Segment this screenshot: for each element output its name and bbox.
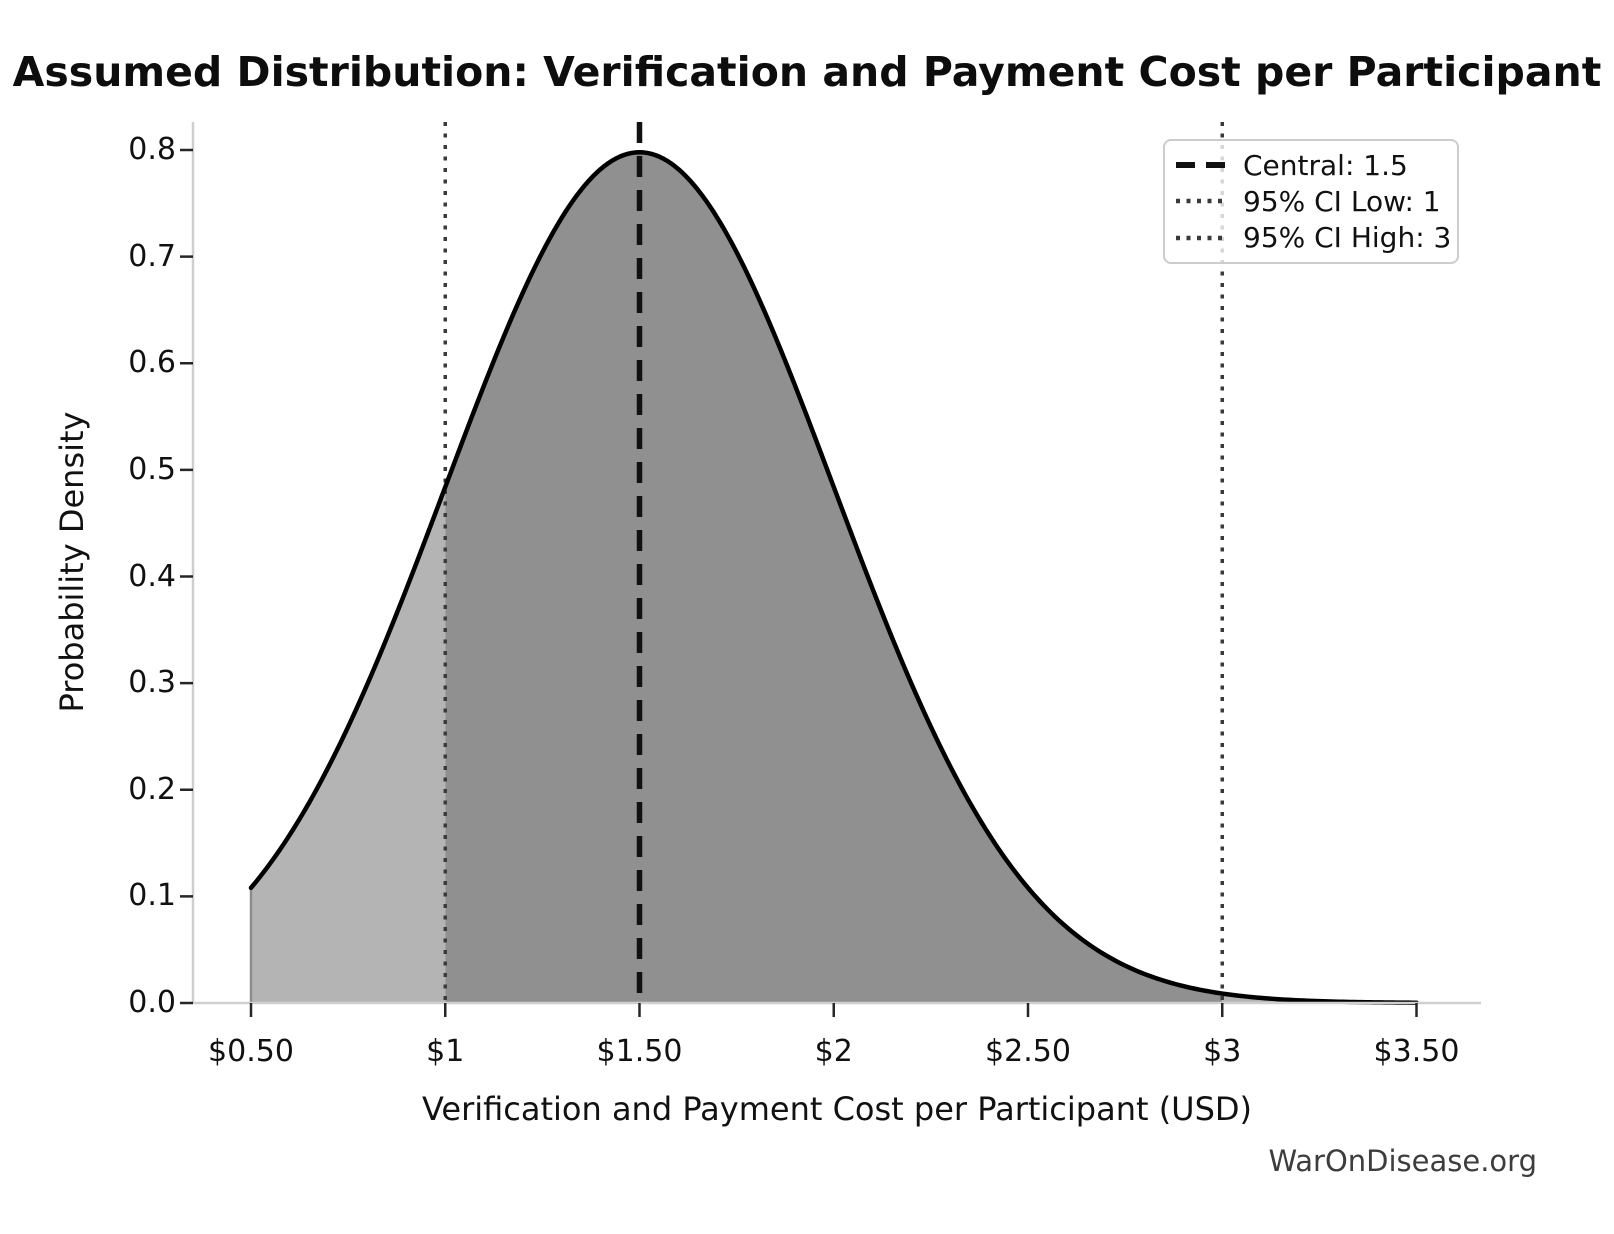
y-tick-label: 0.8 (128, 132, 176, 167)
y-tick-label: 0.0 (128, 985, 176, 1020)
x-tick-label: $1 (426, 1034, 465, 1069)
ci-shaded-region (445, 152, 1223, 1003)
x-axis-label: Verification and Payment Cost per Partic… (421, 1090, 1253, 1128)
x-tick-label: $1.50 (596, 1034, 683, 1069)
y-tick-label: 0.1 (128, 878, 176, 914)
legend-label-ci-high: 95% CI High: 3 (1243, 221, 1452, 255)
legend-item-ci-high: 95% CI High: 3 (1175, 221, 1451, 254)
legend-label-ci-low: 95% CI Low: 1 (1243, 184, 1441, 218)
legend-item-central: Central: 1.5 (1175, 149, 1447, 182)
x-tick-label: $2 (814, 1034, 853, 1069)
x-tick-label: $0.50 (208, 1034, 294, 1069)
y-tick-label: 0.5 (128, 451, 176, 487)
watermark: WarOnDisease.org (1268, 1144, 1537, 1178)
legend-item-ci-low: 95% CI Low: 1 (1175, 185, 1447, 218)
y-tick-label: 0.6 (128, 345, 176, 381)
y-tick-label: 0.3 (128, 665, 176, 701)
density-curve (248, 150, 1419, 1005)
chart-title: Assumed Distribution: Verification and P… (12, 48, 1602, 96)
legend-label-central: Central: 1.5 (1243, 148, 1408, 182)
dotted-line-sample-icon (1176, 235, 1226, 241)
x-tick-label: $2.50 (985, 1034, 1071, 1069)
x-tick-label: $3 (1203, 1034, 1242, 1069)
y-tick-label: 0.4 (128, 558, 176, 594)
y-tick-label: 0.2 (128, 771, 176, 807)
x-tick-label: $3.50 (1373, 1034, 1460, 1069)
dotted-line-sample-icon (1176, 199, 1226, 204)
legend: Central: 1.5 95% CI Low: 1 95% CI High: … (1163, 139, 1459, 264)
y-tick-label: 0.7 (128, 238, 176, 274)
dashed-line-sample-icon (1176, 162, 1226, 169)
